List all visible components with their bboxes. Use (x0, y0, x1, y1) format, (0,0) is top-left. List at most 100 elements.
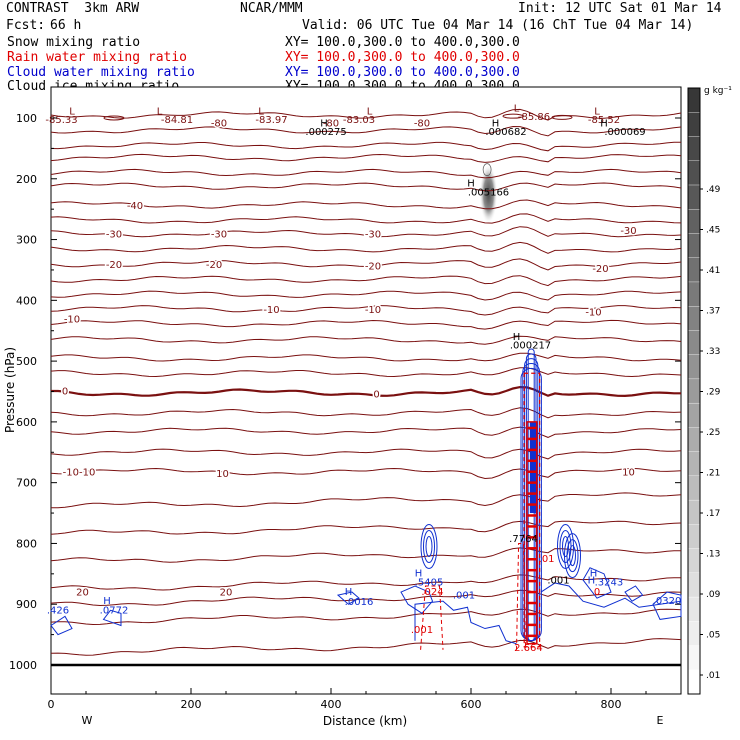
cloud-cell-contour (425, 535, 433, 557)
extremum-label: .001 (547, 575, 569, 586)
colorbar-cell (687, 669, 701, 695)
y-tick-label: 500 (16, 355, 37, 368)
extremum-label: .001 (453, 590, 475, 601)
extremum-label: H (588, 575, 596, 586)
isotherm (50, 335, 682, 345)
cloud-column-contour (520, 367, 542, 642)
colorbar-tick-label: .05 (706, 631, 720, 641)
extremum-label: -83.97 (255, 115, 287, 126)
isotherm (50, 520, 682, 535)
isotherm (50, 182, 682, 192)
extremum-label: H (513, 332, 521, 343)
colorbar-tick-label: .29 (706, 388, 721, 398)
cloud-cell-contour (569, 545, 576, 567)
extremum-label: H (492, 118, 500, 129)
isotherm (50, 226, 682, 238)
x-tick-label: 600 (461, 698, 482, 711)
extremum-label: -85.52 (588, 115, 620, 126)
isotherm (50, 168, 682, 179)
extremum-label: L (367, 107, 373, 118)
legend-rain-name: Rain water mixing ratio (7, 50, 188, 65)
valid-time: Valid: 06 UTC Tue 04 Mar 14 (16 ChT Tue … (302, 18, 694, 33)
colorbar-cell (687, 257, 701, 283)
x-tick-label: 0 (48, 698, 55, 711)
colorbar-tick-label: .09 (706, 590, 721, 600)
colorbar-cell (687, 354, 701, 380)
extremum-label: H (600, 118, 608, 129)
isotherm (50, 467, 682, 480)
isotherm (51, 385, 681, 398)
extremum-label: L (258, 107, 264, 118)
isotherm (51, 492, 682, 509)
legend-rain-range: XY= 100.0,300.0 to 400.0,300.0 (285, 50, 520, 65)
extremum-label: .000217 (510, 341, 551, 352)
isotherm-label: -20 (365, 262, 381, 273)
extremum-label: 0 (594, 587, 600, 598)
isotherm (50, 407, 682, 419)
isotherm (50, 589, 682, 607)
cloud-water-contour (50, 615, 73, 636)
rain-small-contour (420, 585, 444, 650)
cloud-water-contour (102, 609, 122, 627)
isotherm (50, 448, 682, 460)
x-tick-label: 800 (601, 698, 622, 711)
extremum-label: -83.03 (343, 115, 375, 126)
colorbar-cell (687, 621, 701, 646)
extremum-label: .024 (421, 587, 443, 598)
y-tick-label: 600 (16, 416, 37, 429)
isotherm (50, 290, 682, 301)
colorbar-cell (687, 160, 701, 186)
extremum-label: H (103, 596, 111, 607)
isotherm (50, 319, 682, 330)
cloud-cell-contour (423, 529, 435, 563)
isotherm-label: -80 (323, 118, 339, 129)
isotherm-label: -30 (620, 226, 636, 237)
legend-snow-name: Snow mixing ratio (7, 35, 141, 50)
isotherm (50, 275, 682, 287)
y-tick-label: 200 (16, 173, 37, 186)
extremum-label: .000275 (305, 127, 346, 138)
y-tick-label: 800 (16, 537, 37, 550)
plot-border (50, 86, 682, 695)
isotherm (50, 258, 682, 271)
cloud-water-contour (414, 600, 517, 645)
colorbar-tick-label: .49 (706, 185, 721, 195)
extremum-label: -85.86 (518, 112, 550, 123)
colorbar-cell (687, 645, 701, 670)
forecast-label: Fcst: (6, 18, 46, 33)
y-tick-label: 1000 (9, 659, 37, 672)
extremum-label: L (514, 104, 520, 115)
y-tick-label: 100 (16, 112, 37, 125)
isotherm-label: -30 (365, 229, 381, 240)
colorbar-cell (687, 596, 701, 622)
isotherm (50, 125, 682, 137)
snow-contour (482, 163, 492, 177)
colorbar-cell (687, 572, 701, 598)
plot-frame (50, 86, 682, 695)
extremum-label: H (415, 569, 423, 580)
x-tick-label: 400 (321, 698, 342, 711)
isotherm-label: -30 (211, 229, 227, 240)
extremum-label: .01 (539, 554, 555, 565)
forecast-hours: 66 h (50, 18, 82, 33)
cloud-cell-contour (564, 533, 581, 579)
cloud-water-contour (624, 585, 644, 602)
extremum-label: .0772 (100, 606, 129, 617)
isotherm (50, 108, 682, 121)
colorbar-cell (687, 306, 701, 331)
org-label: NCAR/MMM (240, 1, 303, 16)
isotherm-label: -30 (106, 229, 122, 240)
extremum-label: -85.33 (45, 115, 77, 126)
isotherm (50, 141, 681, 152)
colorbar-cell (687, 330, 701, 355)
cloud-cell-contour (562, 535, 569, 557)
isotherm-label: 20 (76, 587, 89, 598)
colorbar-cell (687, 87, 701, 113)
extremum-label: .3243 (595, 578, 624, 589)
isotherm (50, 352, 682, 362)
colorbar-tick-label: .33 (706, 347, 720, 357)
rain-small-contour (516, 542, 527, 650)
extremum-label: 2.664 (514, 643, 543, 654)
extremum-label: .7764 (509, 534, 538, 545)
isotherm-label: -10-10 (63, 468, 96, 479)
